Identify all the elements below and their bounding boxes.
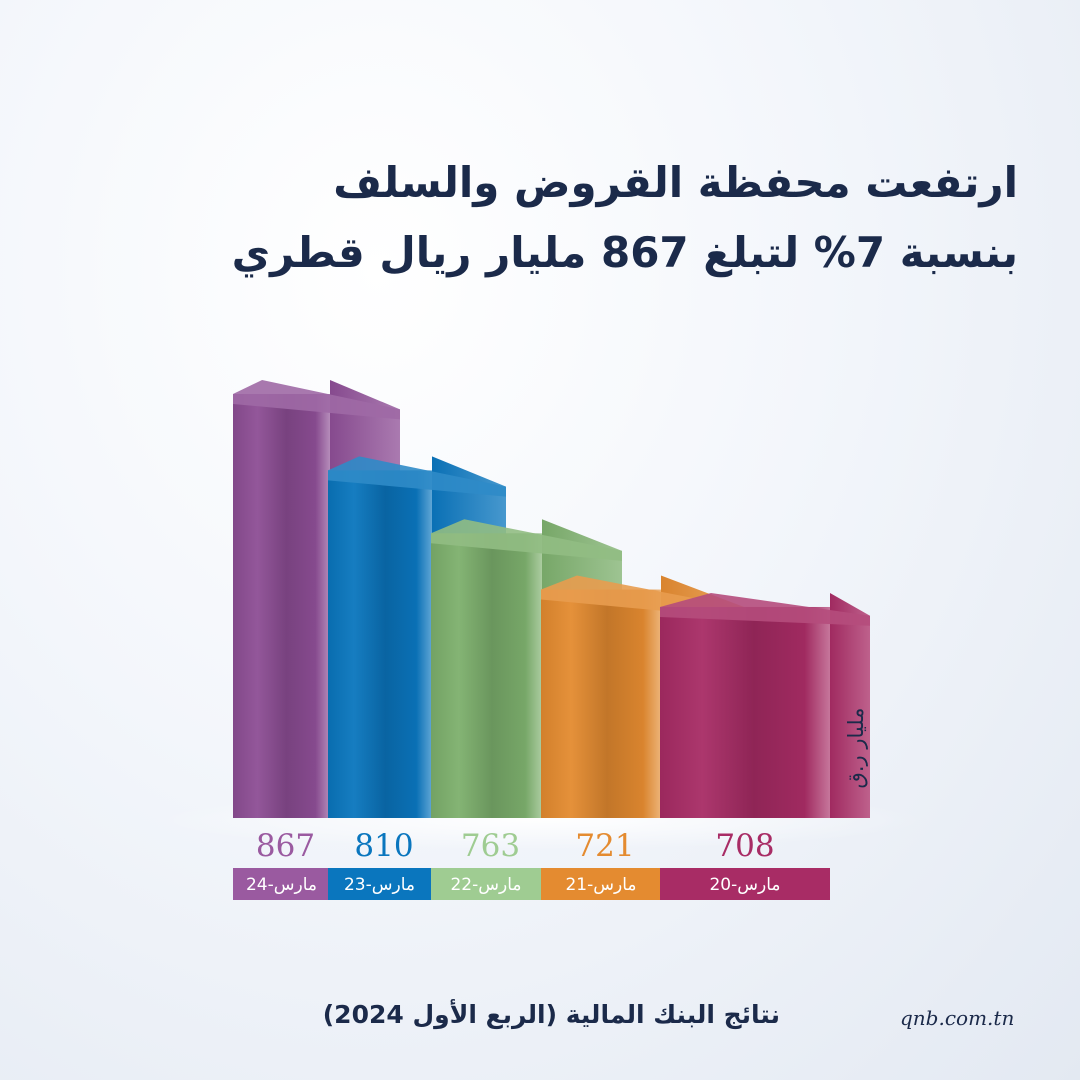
bar-front-1	[233, 394, 330, 818]
bar-top-1	[233, 380, 400, 420]
bar-front-4	[541, 589, 661, 818]
value-label-4: 721	[575, 828, 634, 864]
title-line-1: ارتفعت محفظة القروض والسلف	[333, 158, 1018, 207]
category-box-2	[328, 868, 431, 900]
category-box-1	[233, 868, 330, 900]
value-label-3: 763	[461, 828, 520, 864]
category-box-4	[541, 868, 661, 900]
category-box-3	[431, 868, 541, 900]
category-label-3: مارس-22	[450, 875, 521, 895]
value-labels-group: 867 810 763 721 708	[256, 828, 775, 864]
bar-side-5	[830, 592, 870, 818]
y-axis-unit-label: مليار ر.ق	[844, 707, 868, 789]
page-title: ارتفعت محفظة القروض والسلف بنسبة 7% لتبل…	[231, 148, 1018, 288]
bar-top-5	[660, 592, 870, 626]
bars-group	[233, 380, 870, 818]
category-box-5	[660, 868, 830, 900]
category-labels-group: مارس-24 مارس-23 مارس-22 مارس-21 مارس-20	[233, 868, 830, 900]
bar-top-3	[431, 519, 622, 561]
bar-front-5	[660, 606, 830, 818]
website-link[interactable]: qnb.com.tn	[900, 1006, 1015, 1030]
bar-top-2	[328, 456, 506, 497]
footer-title: نتائج البنك المالية (الربع الأول 2024)	[322, 1000, 780, 1029]
value-label-1: 867	[256, 828, 315, 864]
bar-5	[660, 592, 870, 818]
bar-front-2	[328, 470, 432, 818]
category-label-2: مارس-23	[344, 875, 415, 895]
category-label-5: مارس-20	[709, 875, 780, 895]
category-label-1: مارس-24	[246, 875, 317, 895]
value-label-5: 708	[715, 828, 774, 864]
value-label-2: 810	[354, 828, 413, 864]
category-label-4: مارس-21	[565, 875, 636, 895]
bar-front-3	[431, 533, 542, 818]
title-line-2: بنسبة 7% لتبلغ 867 مليار ريال قطري	[231, 228, 1018, 277]
